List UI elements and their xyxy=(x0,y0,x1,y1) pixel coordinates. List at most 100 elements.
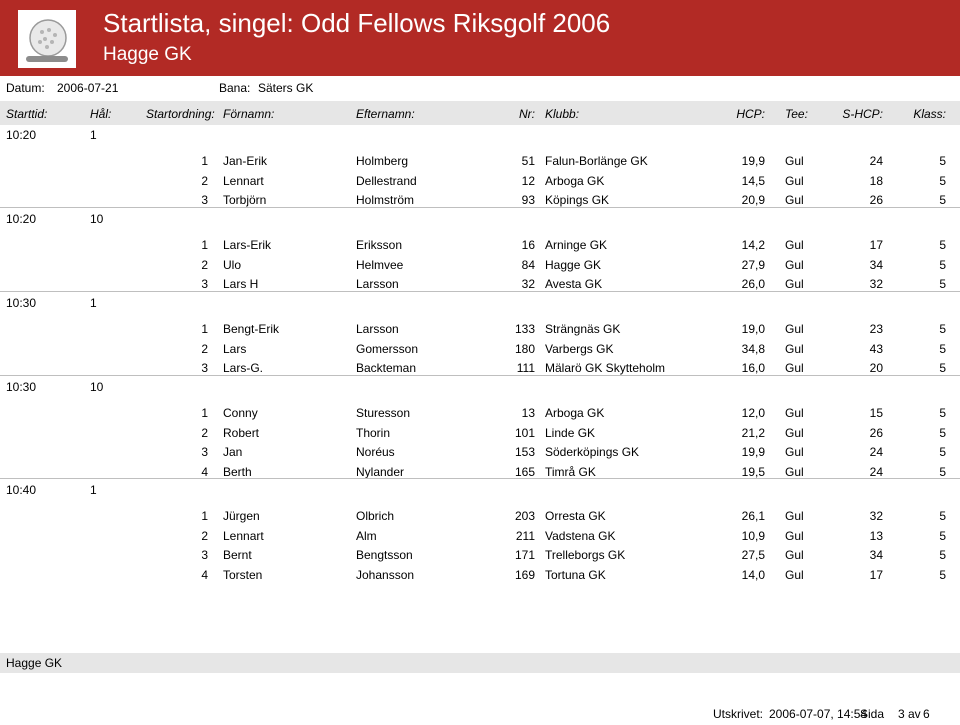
player-shcp: 32 xyxy=(869,277,883,291)
player-last-name: Eriksson xyxy=(356,238,403,252)
player-first-name: Bengt-Erik xyxy=(223,322,280,336)
player-last-name: Larsson xyxy=(356,277,399,291)
player-hcp: 26,1 xyxy=(741,509,765,523)
player-member-number: 13 xyxy=(521,406,535,420)
player-club: Timrå GK xyxy=(545,465,596,479)
player-member-number: 133 xyxy=(514,322,535,336)
player-first-name: Robert xyxy=(223,426,260,440)
player-hcp: 19,0 xyxy=(741,322,765,336)
player-last-name: Thorin xyxy=(356,426,391,440)
player-start-order: 3 xyxy=(201,445,208,459)
footer-bar: Hagge GK xyxy=(0,653,960,673)
page-total: 6 xyxy=(923,707,930,721)
player-shcp: 17 xyxy=(869,568,883,582)
group-divider xyxy=(0,478,960,479)
player-member-number: 180 xyxy=(514,342,535,356)
column-header: Starttid: Hål: Startordning: Förnamn: Ef… xyxy=(0,101,960,125)
player-shcp: 24 xyxy=(869,445,883,459)
player-shcp: 20 xyxy=(869,361,883,375)
col-nr: Nr: xyxy=(519,107,535,121)
player-klass: 5 xyxy=(939,277,946,291)
footer-club: Hagge GK xyxy=(6,656,63,670)
player-first-name: Lennart xyxy=(223,174,264,188)
page-number: 3 xyxy=(898,707,905,721)
group-start-time: 10:30 xyxy=(6,380,37,394)
player-klass: 5 xyxy=(939,529,946,543)
player-tee: Gul xyxy=(785,509,804,523)
player-klass: 5 xyxy=(939,238,946,252)
group-divider xyxy=(0,291,960,292)
col-hcp: HCP: xyxy=(736,107,765,121)
player-klass: 5 xyxy=(939,548,946,562)
player-start-order: 3 xyxy=(201,277,208,291)
print-info: Utskrivet: 2006-07-07, 14:54 Sida 3 av 6 xyxy=(0,700,960,725)
player-klass: 5 xyxy=(939,342,946,356)
player-hcp: 19,9 xyxy=(741,154,765,168)
player-last-name: Alm xyxy=(356,529,377,543)
player-start-order: 1 xyxy=(201,154,208,168)
player-klass: 5 xyxy=(939,258,946,272)
player-start-order: 2 xyxy=(201,529,208,543)
player-start-order: 2 xyxy=(201,174,208,188)
player-start-order: 3 xyxy=(201,548,208,562)
player-hcp: 14,0 xyxy=(741,568,765,582)
player-shcp: 13 xyxy=(869,529,883,543)
group-divider xyxy=(0,207,960,208)
col-klubb: Klubb: xyxy=(545,107,580,121)
page-title: Startlista, singel: Odd Fellows Riksgolf… xyxy=(103,8,611,38)
player-tee: Gul xyxy=(785,193,804,207)
player-last-name: Holmström xyxy=(356,193,415,207)
player-member-number: 169 xyxy=(514,568,535,582)
group-start-time: 10:40 xyxy=(6,483,37,497)
player-shcp: 34 xyxy=(869,548,883,562)
player-klass: 5 xyxy=(939,154,946,168)
page-av-label: av xyxy=(908,707,921,721)
group-start-time: 10:20 xyxy=(6,128,37,142)
col-hal: Hål: xyxy=(90,107,112,121)
player-tee: Gul xyxy=(785,342,804,356)
player-last-name: Gomersson xyxy=(356,342,419,356)
print-datetime: 2006-07-07, 14:54 xyxy=(769,707,868,721)
col-fornamn: Förnamn: xyxy=(223,107,275,121)
player-club: Arboga GK xyxy=(545,174,605,188)
player-klass: 5 xyxy=(939,361,946,375)
player-club: Tortuna GK xyxy=(545,568,606,582)
player-start-order: 1 xyxy=(201,322,208,336)
player-member-number: 32 xyxy=(521,277,535,291)
bana-label: Bana: xyxy=(219,81,251,95)
player-member-number: 51 xyxy=(521,154,535,168)
player-start-order: 1 xyxy=(201,509,208,523)
player-tee: Gul xyxy=(785,258,804,272)
player-last-name: Holmberg xyxy=(356,154,409,168)
group-divider xyxy=(0,375,960,376)
player-club: Orresta GK xyxy=(545,509,606,523)
player-shcp: 24 xyxy=(869,154,883,168)
print-label: Utskrivet: xyxy=(713,707,764,721)
player-first-name: Ulo xyxy=(223,258,242,272)
player-first-name: Torbjörn xyxy=(223,193,267,207)
player-klass: 5 xyxy=(939,406,946,420)
player-club: Hagge GK xyxy=(545,258,602,272)
player-hcp: 19,5 xyxy=(741,465,765,479)
player-last-name: Sturesson xyxy=(356,406,411,420)
player-start-order: 1 xyxy=(201,406,208,420)
player-start-order: 4 xyxy=(201,465,208,479)
col-klass: Klass: xyxy=(913,107,946,121)
player-shcp: 26 xyxy=(869,426,883,440)
player-klass: 5 xyxy=(939,193,946,207)
player-member-number: 165 xyxy=(514,465,535,479)
player-shcp: 43 xyxy=(869,342,883,356)
group-hole: 1 xyxy=(90,483,97,497)
col-starttid: Starttid: xyxy=(6,107,48,121)
player-hcp: 14,2 xyxy=(741,238,765,252)
player-first-name: Jan-Erik xyxy=(223,154,268,168)
player-first-name: Lars xyxy=(223,342,247,356)
page-label: Sida xyxy=(860,707,885,721)
player-klass: 5 xyxy=(939,426,946,440)
player-member-number: 101 xyxy=(514,426,535,440)
player-last-name: Bengtsson xyxy=(356,548,413,562)
player-klass: 5 xyxy=(939,568,946,582)
player-hcp: 21,2 xyxy=(741,426,765,440)
player-tee: Gul xyxy=(785,445,804,459)
player-start-order: 1 xyxy=(201,238,208,252)
